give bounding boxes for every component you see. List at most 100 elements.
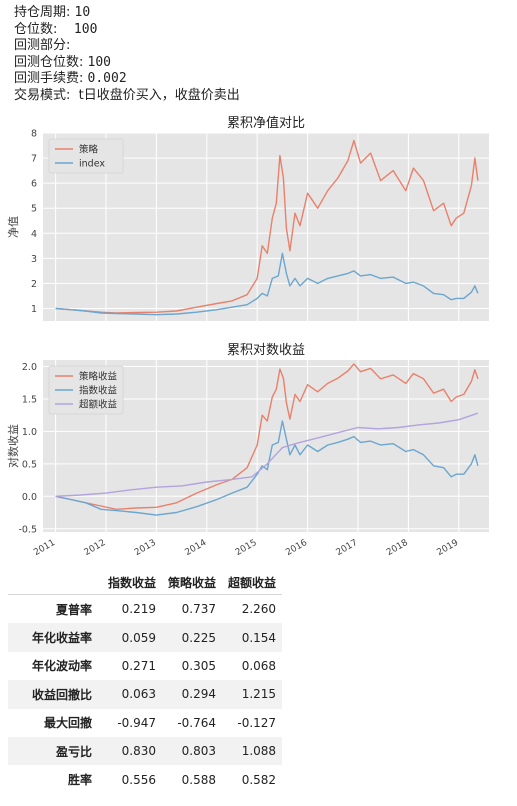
legend-label: 策略 [79, 144, 99, 156]
param-row: 仓位数: 100 [14, 22, 240, 39]
net-value-chart: 累积净值对比 1 2 3 4 5 6 7 8 净值 策略 index [6, 115, 489, 321]
x-tick-label: 2014 [183, 538, 208, 558]
cell: 1.088 [241, 744, 277, 759]
param-label: 回测部分: [14, 38, 71, 53]
y-axis-label: 对数收益 [6, 424, 20, 468]
y-tick-label: 8 [31, 129, 37, 140]
stats-header-row: 指数收益 策略收益 超额收益 [8, 570, 283, 595]
table-row: 夏普率 0.219 0.737 2.260 [8, 595, 282, 624]
cell: 0.225 [181, 630, 217, 645]
y-tick-label: 0.5 [22, 459, 37, 470]
cell: -0.947 [117, 715, 157, 730]
row-label: 盈亏比 [55, 744, 92, 759]
y-tick-label: 3 [31, 254, 37, 265]
param-label: 持仓周期: [14, 5, 71, 20]
stats-column-header: 策略收益 [162, 570, 223, 595]
series-line [55, 252, 479, 316]
param-value: t日收盘价买入，收盘价卖出 [78, 87, 240, 103]
y-tick-label: 2.0 [22, 362, 37, 373]
legend-box [48, 138, 124, 174]
row-label: 年化波动率 [31, 659, 92, 674]
cell: -0.127 [237, 715, 277, 730]
x-tick-label: 2017 [335, 538, 360, 558]
y-tick-label: 5 [31, 204, 37, 215]
param-value: 100 [87, 54, 112, 70]
stats-column-header: 指数收益 [102, 570, 163, 595]
cell: 0.154 [241, 630, 277, 645]
cell: -0.764 [177, 715, 217, 730]
cell: 0.063 [121, 687, 157, 702]
series-line [55, 420, 479, 516]
x-tick-label: 2019 [435, 538, 460, 558]
row-label: 夏普率 [55, 602, 92, 617]
param-row: 回测部分: [14, 38, 240, 55]
table-row: 收益回撤比 0.063 0.294 1.215 [8, 680, 283, 709]
legend-label: 超额收益 [79, 399, 118, 411]
cell: 0.305 [181, 658, 217, 673]
x-tick-label: 2011 [32, 538, 57, 558]
cell: 0.737 [181, 602, 217, 617]
row-label: 收益回撤比 [31, 687, 92, 702]
param-value: 100 [73, 21, 98, 37]
cell: 0.582 [241, 772, 277, 787]
param-label: 交易模式: [14, 87, 71, 103]
chart-title: 累积对数收益 [227, 343, 305, 358]
log-return-chart: 累积对数收益 -0.5 0.0 0.5 1.0 1.5 2.0 2011 2012 2013 201… [6, 343, 489, 558]
stats-corner [8, 570, 102, 595]
cell: 1.215 [241, 687, 277, 702]
backtest-params: 持仓周期: 10 仓位数: 100 回测部分: 回测仓位数: 100 回测手续费… [14, 5, 240, 104]
y-axis-label: 净值 [6, 216, 20, 238]
x-tick-label: 2012 [83, 538, 108, 558]
y-tick-label: 1.5 [22, 394, 37, 405]
param-label: 仓位数: [14, 21, 58, 37]
cell: 0.219 [121, 602, 157, 617]
cell: 0.294 [181, 687, 217, 702]
stats-table: 指数收益 策略收益 超额收益 夏普率 0.219 0.737 2.260 年化收益率 0… [8, 570, 283, 794]
x-tick-label: 2015 [234, 538, 259, 558]
table-row: 年化波动率 0.271 0.305 0.068 [8, 652, 282, 680]
row-label: 年化收益率 [31, 631, 92, 646]
cell: 0.588 [181, 772, 217, 787]
table-row: 最大回撤 -0.947 -0.764 -0.127 [8, 709, 282, 737]
param-label: 回测仓位数: [14, 54, 84, 70]
x-tick-label: 2016 [284, 538, 309, 558]
y-tick-label: -0.5 [18, 524, 37, 535]
param-row: 回测手续费: 0.002 [14, 71, 240, 88]
cell: 0.271 [121, 658, 157, 673]
y-tick-label: 7 [31, 154, 37, 165]
cell: 0.830 [121, 744, 157, 759]
series-line [55, 139, 479, 314]
y-tick-label: 4 [31, 229, 37, 240]
legend-box [48, 365, 124, 415]
y-tick-label: 1 [31, 304, 37, 315]
x-tick-label: 2013 [133, 538, 158, 558]
series-line [55, 412, 479, 497]
cell: 0.068 [241, 658, 277, 673]
cell: 2.260 [241, 602, 277, 617]
param-value: 10 [74, 5, 91, 20]
param-row: 交易模式: t日收盘价买入，收盘价卖出 [14, 88, 240, 105]
cell: 0.803 [181, 744, 217, 759]
y-tick-label: 0.0 [22, 492, 37, 503]
param-row: 持仓周期: 10 [14, 5, 240, 22]
cell: 0.059 [121, 630, 157, 645]
y-tick-label: 2 [31, 279, 37, 290]
param-label: 回测手续费: [14, 71, 84, 86]
stats-column-header: 超额收益 [222, 570, 283, 595]
legend-label: 指数收益 [79, 385, 118, 397]
y-tick-label: 6 [31, 179, 37, 190]
legend-label: index [79, 159, 105, 170]
table-row: 年化收益率 0.059 0.225 0.154 [8, 623, 283, 652]
row-label: 胜率 [67, 773, 92, 788]
chart-title: 累积净值对比 [227, 115, 305, 131]
table-row: 胜率 0.556 0.588 0.582 [8, 765, 282, 793]
series-line [55, 363, 479, 510]
row-label: 最大回撤 [43, 716, 92, 731]
legend-label: 策略收益 [79, 371, 118, 383]
x-tick-label: 2018 [385, 538, 410, 558]
cell: 0.556 [121, 772, 157, 787]
param-value: 0.002 [87, 71, 127, 86]
y-tick-label: 1.0 [22, 427, 37, 438]
table-row: 盈亏比 0.830 0.803 1.088 [8, 736, 283, 766]
param-row: 回测仓位数: 100 [14, 55, 240, 72]
